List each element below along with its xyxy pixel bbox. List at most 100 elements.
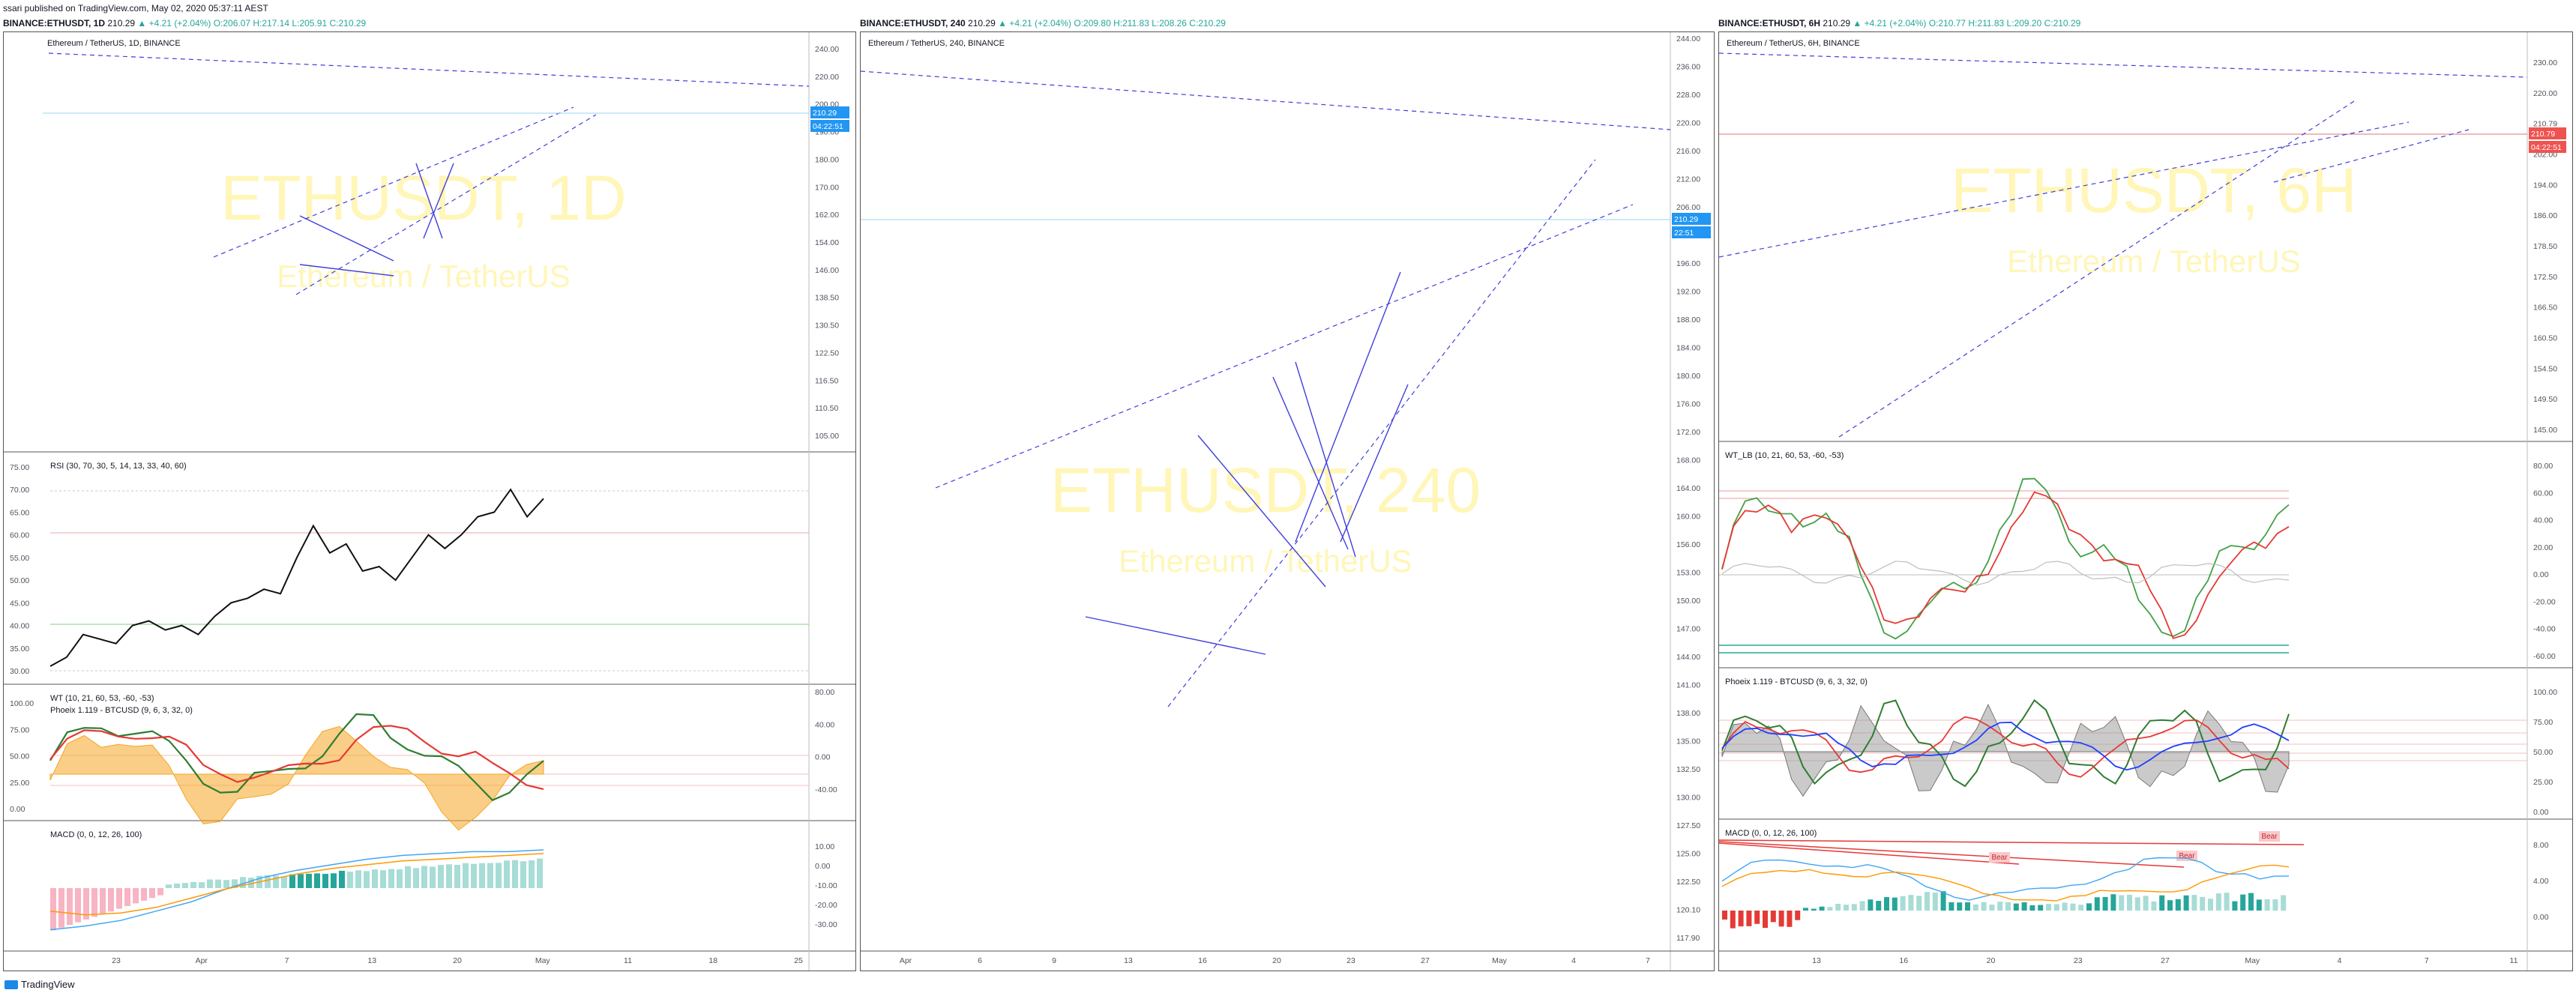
p1-macd-histogram-bar: [281, 876, 287, 888]
p1-macd-histogram-bar: [50, 888, 56, 931]
p2-time-label: 20: [1272, 956, 1281, 965]
p1-macd-histogram-bar: [182, 883, 188, 888]
panel3-ohlc: O:210.77 H:211.83 L:209.20 C:210.29: [1928, 18, 2081, 28]
p3-macd-histogram-bar: [2134, 897, 2140, 911]
p3-macd-histogram-bar: [1957, 902, 1963, 911]
p3-macd-histogram-bar: [2200, 896, 2206, 911]
p2-time-label: 7: [1646, 956, 1650, 965]
p1-price-tick-label: 122.50: [815, 348, 839, 357]
p2-price-tick-label: 117.90: [1676, 934, 1700, 943]
p3-wtlb-gray-line: [1721, 561, 2290, 586]
chart-240-canvas[interactable]: ETHUSDT, 240 Ethereum / TetherUS Ethereum …: [861, 32, 1714, 971]
p1-macd-histogram-bar: [100, 888, 106, 914]
p2-pattern-line: [1272, 376, 1349, 550]
p1-time-label: 18: [708, 956, 717, 965]
p3-macd-histogram-bar: [1787, 911, 1793, 927]
p1-macd-histogram-bar: [322, 873, 328, 888]
panel1-price: 210.29: [107, 18, 136, 28]
p3-macd-histogram-bar: [2143, 896, 2149, 911]
p2-trendline-lower: [1167, 159, 1596, 707]
p3-bear-label-bg: [1989, 852, 2010, 863]
p3-price-tick-label: 186.00: [2533, 211, 2557, 220]
p3-wtlb-tick-label: 20.00: [2533, 543, 2553, 552]
p1-macd-histogram-bar: [496, 863, 502, 888]
p1-watermark-name: Ethereum / TetherUS: [277, 259, 570, 294]
p2-time-label: 9: [1052, 956, 1056, 965]
p3-macd-histogram-bar: [2070, 903, 2076, 911]
p1-watermark-symbol: ETHUSDT, 1D: [220, 163, 626, 233]
p1-rsi-tick-label: 60.00: [10, 531, 29, 540]
chart-panel-240[interactable]: ETHUSDT, 240 Ethereum / TetherUS Ethereum …: [860, 31, 1715, 971]
chart-1d-canvas[interactable]: ETHUSDT, 1D Ethereum / TetherUS Ethereum /…: [4, 32, 855, 971]
p3-macd-histogram-bar: [2256, 899, 2262, 911]
p3-macd-histogram-bar: [2013, 903, 2019, 911]
p1-macd-histogram-bar: [487, 863, 493, 888]
p1-rsi-tick-label: 75.00: [10, 463, 29, 472]
p1-macd-histogram-bar: [207, 879, 213, 888]
panel1-symbol-info: BINANCE:ETHUSDT, 1D 210.29 ▲ +4.21 (+2.0…: [3, 18, 366, 28]
p1-macd-histogram-bar: [520, 861, 526, 888]
p1-wt-right-tick-label: 0.00: [815, 753, 831, 762]
p1-price-tick-label: 220.00: [815, 73, 839, 82]
p3-macd-histogram-bar: [2240, 894, 2246, 911]
p3-phoenix-tick-label: 25.00: [2533, 778, 2553, 787]
p1-pattern-line: [299, 264, 394, 277]
p3-macd-histogram-bar: [1997, 902, 2003, 911]
p3-phoenix-tick-label: 100.00: [2533, 688, 2557, 697]
p2-price-tick-label: 138.00: [1676, 709, 1700, 718]
p2-price-tag-bg: [1672, 213, 1711, 225]
p3-macd-histogram-bar: [1778, 911, 1784, 927]
p1-macd-histogram-bar: [314, 873, 320, 888]
panel2-price: 210.29: [968, 18, 996, 28]
p1-macd-histogram-bar: [248, 878, 254, 888]
p1-macd-histogram-bar: [430, 866, 436, 888]
p1-macd-histogram-bar: [149, 888, 155, 899]
p3-macd-histogram-bar: [2183, 895, 2189, 911]
chart-panel-1d[interactable]: ETHUSDT, 1D Ethereum / TetherUS Ethereum /…: [3, 31, 856, 971]
p3-macd-tick-label: 4.00: [2533, 877, 2549, 886]
p1-macd-tick-label: -30.00: [815, 920, 837, 929]
p1-time-label: Apr: [196, 956, 208, 965]
p3-time-tag-bg: [2529, 141, 2566, 153]
p3-wtlb-tick-label: -20.00: [2533, 597, 2556, 606]
p3-macd-histogram-bar: [2232, 901, 2238, 911]
p3-macd-histogram-bar: [1770, 911, 1776, 923]
p3-macd-histogram-bar: [1803, 908, 1808, 911]
p3-macd-histogram-bar: [2215, 893, 2221, 911]
p3-phoenix-blue-line: [1721, 721, 2290, 771]
p1-macd-histogram-bar: [190, 881, 196, 888]
p1-macd-histogram-bar: [83, 888, 89, 920]
p3-macd-histogram-bar: [2159, 895, 2165, 911]
p3-macd-histogram-bar: [1965, 902, 1970, 911]
p1-macd-tick-label: 0.00: [815, 862, 831, 871]
p2-price-tick-label: 216.00: [1676, 147, 1700, 156]
panel1-symbol: BINANCE:ETHUSDT, 1D: [3, 18, 106, 28]
p3-macd-histogram-bar: [1932, 893, 1938, 911]
tradingview-logo[interactable]: TradingView: [4, 979, 75, 990]
p3-macd-histogram-bar: [2119, 895, 2125, 911]
p3-macd-histogram-bar: [2264, 899, 2270, 911]
p2-price-tick-label: 184.00: [1676, 344, 1700, 353]
p3-macd-histogram-bar: [2191, 895, 2197, 911]
p3-watermark-name: Ethereum / TetherUS: [2007, 244, 2300, 279]
p1-macd-histogram-bar: [471, 863, 477, 888]
p3-macd-histogram-bar: [2151, 901, 2157, 911]
p1-macd-histogram-bar: [199, 882, 205, 888]
p2-price-tick-label: 122.50: [1676, 878, 1700, 887]
p1-macd-histogram-bar: [479, 863, 485, 888]
p3-phoenix-tick-label: 50.00: [2533, 748, 2553, 757]
p1-time-label: 23: [112, 956, 121, 965]
p1-price-tick-label: 116.50: [815, 376, 838, 385]
p2-pattern-line: [1340, 384, 1409, 543]
p2-time-tag: 22:51: [1674, 229, 1694, 238]
p1-trendline-top: [48, 52, 810, 87]
p3-macd-title: MACD (0, 0, 12, 26, 100): [1725, 829, 1817, 838]
p1-macd-histogram-bar: [141, 888, 147, 901]
p2-price-tick-label: 206.00: [1676, 203, 1700, 212]
p1-macd-histogram-bar: [537, 858, 543, 888]
p1-macd-histogram-bar: [289, 874, 295, 888]
p1-macd-histogram-bar: [306, 873, 312, 888]
p1-wt-left-tick-label: 100.00: [10, 699, 34, 708]
chart-panel-6h[interactable]: ETHUSDT, 6H Ethereum / TetherUS Ethereum /…: [1718, 31, 2573, 971]
chart-6h-canvas[interactable]: ETHUSDT, 6H Ethereum / TetherUS Ethereum /…: [1719, 32, 2572, 971]
